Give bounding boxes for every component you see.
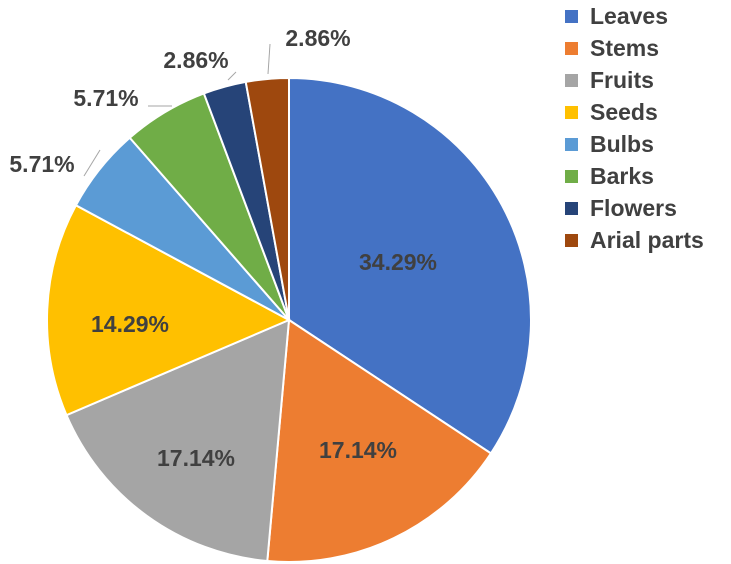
- data-label-leaves: 34.29%: [359, 249, 437, 275]
- legend-label-fruits: Fruits: [590, 66, 654, 93]
- legend-swatch-barks: [565, 169, 578, 183]
- legend-label-flowers: Flowers: [590, 194, 677, 221]
- legend-swatch-stems: [565, 41, 578, 55]
- pie-slice-fruits: [65, 318, 291, 563]
- legend-swatch-leaves: [565, 9, 578, 23]
- legend-swatch-fruits: [565, 73, 578, 87]
- legend-swatch-arial-parts: [565, 233, 578, 247]
- data-label-bulbs: 5.71%: [9, 151, 74, 177]
- legend-label-seeds: Seeds: [590, 98, 658, 125]
- data-label-flowers: 2.86%: [163, 47, 228, 73]
- legend-label-bulbs: Bulbs: [590, 130, 654, 157]
- leader-line-1: [83, 149, 101, 177]
- leader-line-3: [227, 71, 237, 81]
- legend-label-stems: Stems: [590, 34, 660, 61]
- pie-data-labels: 34.29% 17.14% 17.14% 14.29% 5.71% 5.71% 2.86% 2…: [9, 25, 437, 471]
- data-label-fruits: 17.14%: [157, 445, 235, 471]
- data-label-arial-parts: 2.86%: [285, 25, 350, 51]
- legend-item-stems: Stems: [565, 32, 731, 64]
- legend-swatch-flowers: [565, 201, 578, 215]
- legend: Leaves Stems Fruits Seeds Bulbs Barks Flowers A…: [565, 0, 731, 256]
- pie-slice-stems: [266, 318, 493, 563]
- legend-label-leaves: Leaves: [590, 2, 669, 29]
- legend-item-leaves: Leaves: [565, 0, 731, 32]
- legend-label-barks: Barks: [590, 162, 654, 189]
- legend-item-flowers: Flowers: [565, 192, 731, 224]
- pie-slice-seeds: [46, 203, 292, 417]
- pie-slice-arial-parts: [244, 76, 290, 321]
- legend-item-barks: Barks: [565, 160, 731, 192]
- legend-item-seeds: Seeds: [565, 96, 731, 128]
- legend-item-arial-parts: Arial parts: [565, 224, 731, 256]
- legend-swatch-seeds: [565, 105, 578, 119]
- legend-item-bulbs: Bulbs: [565, 128, 731, 160]
- data-label-stems: 17.14%: [319, 437, 397, 463]
- legend-swatch-bulbs: [565, 137, 578, 151]
- leader-line-4: [267, 43, 271, 75]
- data-label-barks: 5.71%: [73, 85, 138, 111]
- legend-label-arial-parts: Arial parts: [590, 226, 704, 253]
- data-label-seeds: 14.29%: [91, 311, 169, 337]
- pie-slices: [46, 76, 532, 563]
- legend-item-fruits: Fruits: [565, 64, 731, 96]
